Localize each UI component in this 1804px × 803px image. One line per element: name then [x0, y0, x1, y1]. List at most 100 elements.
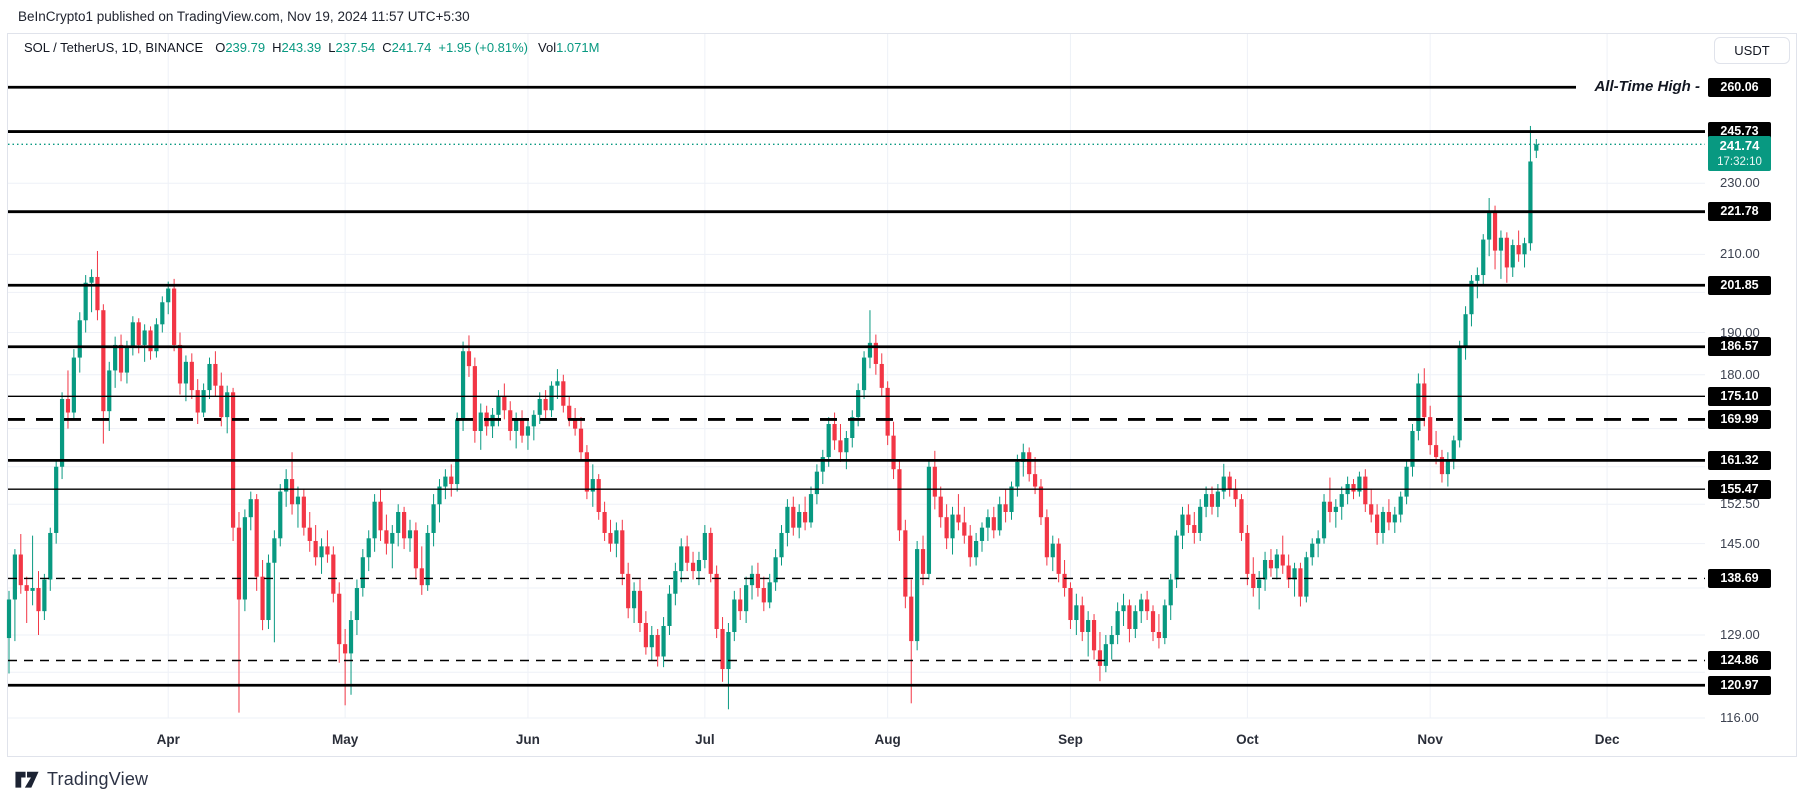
- candle: [177, 344, 183, 384]
- candle: [1003, 504, 1008, 512]
- candle: [496, 396, 501, 415]
- candle: [396, 511, 401, 533]
- candle: [1428, 417, 1433, 446]
- price-level-badge: 138.69: [1708, 568, 1771, 588]
- candle: [419, 568, 424, 586]
- candle: [903, 530, 908, 597]
- candle: [537, 398, 542, 415]
- candle: [1487, 212, 1492, 240]
- candle: [1233, 489, 1238, 500]
- candle: [1481, 239, 1486, 276]
- candle: [873, 342, 878, 364]
- candle: [478, 412, 483, 431]
- candle: [172, 288, 177, 345]
- candle: [820, 457, 825, 472]
- candle: [549, 385, 554, 411]
- candle: [1121, 605, 1126, 612]
- candle: [278, 491, 283, 539]
- candle: [997, 504, 1002, 531]
- candle: [160, 302, 165, 325]
- candle: [289, 479, 295, 505]
- candle: [337, 593, 342, 645]
- price-tick-label: 210.00: [1720, 246, 1760, 262]
- month-label: Oct: [1236, 732, 1259, 747]
- candle: [531, 414, 536, 427]
- candle: [667, 593, 672, 626]
- candle: [1239, 499, 1244, 533]
- candle: [148, 330, 153, 352]
- candle: [714, 573, 719, 629]
- candle: [785, 506, 790, 533]
- candle: [761, 588, 766, 603]
- candle: [460, 351, 466, 420]
- candle: [83, 282, 88, 321]
- candle: [1451, 440, 1456, 460]
- candle: [1221, 476, 1226, 492]
- candle: [254, 499, 259, 577]
- attribution-link[interactable]: BeInCrypto1 published on TradingView.com…: [18, 9, 470, 24]
- candle: [1504, 237, 1509, 268]
- candle: [879, 363, 884, 388]
- candle: [1528, 161, 1533, 244]
- symbol-title: SOL / TetherUS, 1D, BINANCE: [24, 40, 204, 55]
- candle: [207, 363, 212, 391]
- price-level-badge: 161.32: [1708, 450, 1771, 470]
- candle: [1463, 314, 1468, 348]
- candle: [65, 398, 71, 413]
- candle: [626, 573, 631, 609]
- candle: [1363, 476, 1368, 505]
- candle: [1032, 474, 1038, 487]
- candle: [1333, 506, 1338, 512]
- candle: [1498, 237, 1504, 251]
- price-level-badge: 260.06: [1708, 77, 1771, 97]
- candle: [561, 381, 566, 406]
- candle: [909, 596, 914, 642]
- candle: [1192, 525, 1197, 533]
- candle: [313, 540, 318, 558]
- candle: [1292, 568, 1297, 580]
- candle: [284, 479, 289, 492]
- price-tick-label: 190.00: [1720, 324, 1760, 340]
- candle: [54, 466, 59, 533]
- candle: [920, 549, 926, 574]
- tradingview-footer-link[interactable]: TradingView: [14, 768, 148, 790]
- candle: [213, 363, 218, 386]
- candle: [1316, 538, 1321, 544]
- candle: [850, 417, 855, 439]
- candle: [690, 562, 696, 572]
- candle: [1097, 650, 1103, 666]
- candle: [130, 322, 135, 348]
- candle: [18, 554, 23, 586]
- candle: [1150, 611, 1156, 632]
- currency-usdt-button[interactable]: USDT: [1714, 37, 1790, 64]
- chart-frame: [7, 33, 1797, 757]
- candle: [118, 344, 124, 373]
- candle: [726, 631, 731, 670]
- candle: [1310, 543, 1315, 558]
- candle: [956, 514, 961, 523]
- chart-legend[interactable]: SOL / TetherUS, 1D, BINANCE O239.79 H243.3…: [24, 40, 599, 55]
- candle: [1327, 501, 1333, 512]
- candle: [567, 405, 572, 420]
- candle: [354, 588, 360, 621]
- candle: [979, 527, 985, 541]
- candle: [950, 514, 955, 539]
- candle: [1510, 245, 1515, 268]
- candle: [826, 424, 831, 458]
- price-level-badge: 124.86: [1708, 650, 1771, 670]
- legend-ohlc-field: C241.74: [382, 40, 432, 55]
- candle: [272, 538, 277, 563]
- candle: [12, 554, 17, 600]
- candle: [1357, 476, 1362, 492]
- candle: [1475, 275, 1480, 281]
- price-level-badge: 169.99: [1708, 409, 1771, 429]
- candle: [985, 517, 991, 528]
- candle: [48, 532, 53, 580]
- candle: [1516, 245, 1521, 255]
- candle: [1109, 635, 1114, 645]
- candle: [738, 599, 743, 612]
- candle: [844, 438, 849, 453]
- candle: [1080, 605, 1085, 632]
- candle: [455, 419, 460, 485]
